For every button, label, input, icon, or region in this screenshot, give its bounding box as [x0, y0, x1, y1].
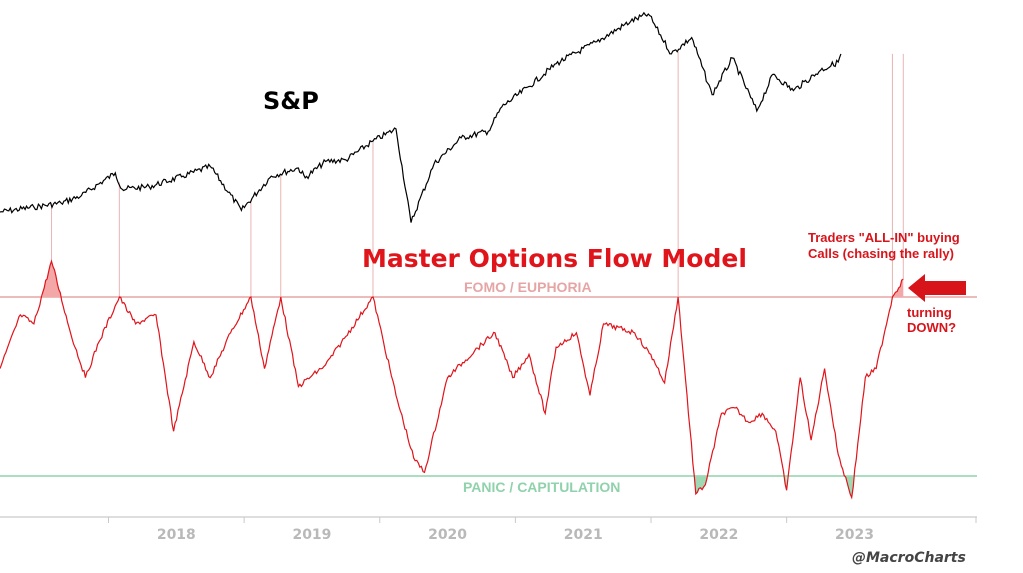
capitulation-fill-area: [694, 476, 707, 494]
x-axis-ticks: 2018 2019 2020 2021 2022 2023: [108, 517, 977, 543]
euphoria-fill-area: [42, 261, 61, 297]
credit-handle: @MacroCharts: [852, 550, 966, 566]
sp-series-title: S&P: [263, 87, 319, 115]
sp-price-series-line: [0, 11, 842, 223]
left-arrow-icon: [908, 274, 966, 302]
turning-annotation-line1: turning: [907, 305, 952, 320]
options-flow-model-series-line: [0, 259, 904, 500]
x-tick-label: 2019: [292, 527, 331, 543]
x-tick-label: 2018: [157, 527, 196, 543]
x-tick-label: 2021: [564, 527, 603, 543]
turning-annotation-line2: DOWN?: [907, 320, 956, 335]
x-tick-label: 2023: [835, 527, 874, 543]
panic-capitulation-label: PANIC / CAPITULATION: [463, 479, 620, 495]
model-series-title: Master Options Flow Model: [362, 244, 747, 273]
traders-annotation-line1: Traders "ALL-IN" buying: [808, 230, 960, 245]
peak-connector-lines: [51, 51, 904, 297]
x-tick-label: 2020: [428, 527, 467, 543]
traders-annotation-line2: Calls (chasing the rally): [808, 246, 954, 261]
fomo-euphoria-label: FOMO / EUPHORIA: [464, 279, 592, 295]
capitulation-fill-area: [845, 476, 854, 498]
x-tick-label: 2022: [699, 527, 738, 543]
